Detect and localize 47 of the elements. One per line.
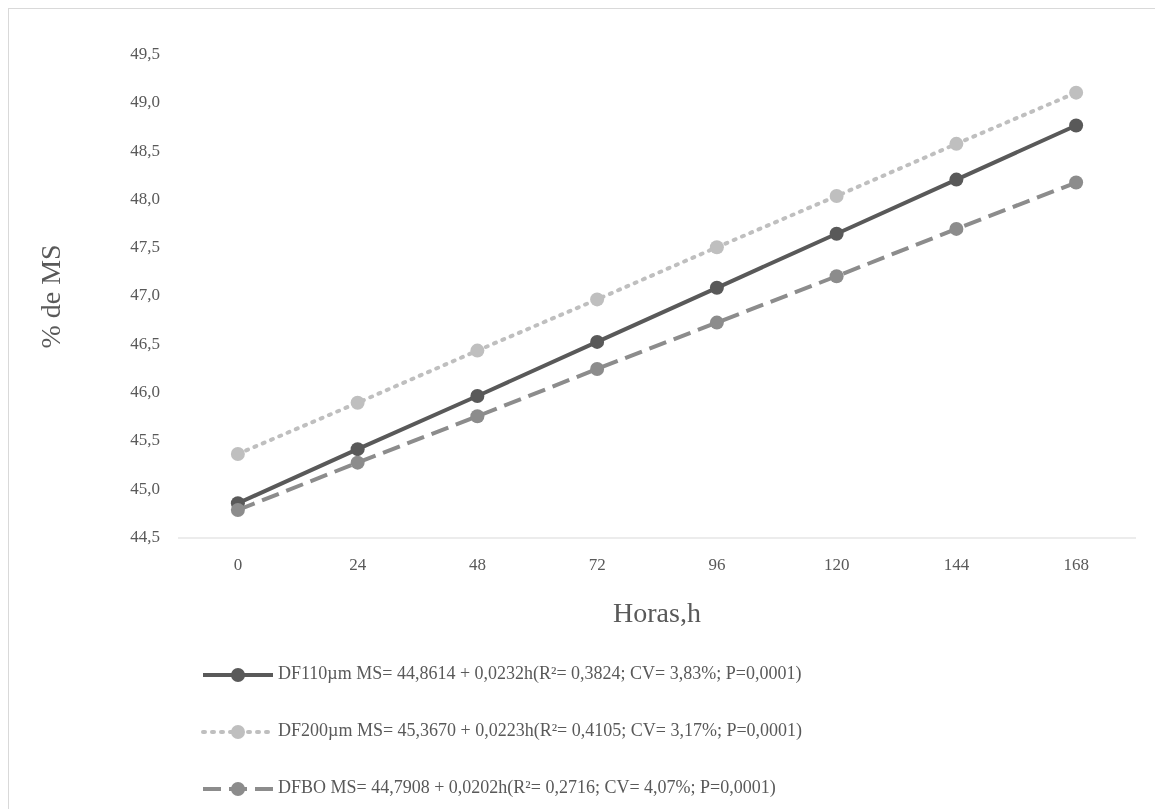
legend-label: DF200µm MS= 45,3670 + 0,0223h(R²= 0,4105; CV= 3,17%; P=0,0001) xyxy=(278,720,803,742)
point xyxy=(230,502,245,517)
point xyxy=(590,292,605,307)
point xyxy=(1069,118,1084,133)
x-tick-label: 120 xyxy=(823,555,850,574)
y-tick-label: 45,5 xyxy=(130,430,160,450)
point xyxy=(230,446,245,461)
point xyxy=(470,409,485,424)
point xyxy=(1069,85,1084,100)
point xyxy=(350,442,365,457)
point xyxy=(1069,175,1084,190)
x-tick-label: 144 xyxy=(943,555,970,574)
point xyxy=(709,315,724,330)
x-tick-label: 96 xyxy=(708,555,726,574)
point xyxy=(949,172,964,187)
y-tick-label: 45,0 xyxy=(130,478,160,498)
point xyxy=(470,389,485,403)
point xyxy=(829,189,844,204)
point xyxy=(590,361,605,376)
x-tick-label: 72 xyxy=(588,555,606,574)
point xyxy=(350,395,365,410)
point xyxy=(590,334,605,349)
y-tick-label: 49,5 xyxy=(130,43,160,63)
y-tick-label: 48,0 xyxy=(130,188,160,208)
y-tick-label: 47,5 xyxy=(130,237,160,257)
y-tick-label: 49,0 xyxy=(130,92,160,112)
point xyxy=(709,280,724,295)
x-tick-label: 48 xyxy=(468,555,486,574)
x-axis-title: Horas,h xyxy=(613,597,701,628)
y-axis-title: % de MS xyxy=(35,244,66,349)
point xyxy=(829,226,844,241)
y-tick-label: 48,5 xyxy=(130,140,160,160)
y-tick-label: 44,5 xyxy=(130,526,160,546)
x-tick-label: 168 xyxy=(1063,555,1089,574)
point xyxy=(949,221,964,236)
x-tick-label: 0 xyxy=(233,555,243,574)
y-tick-label: 47,0 xyxy=(130,285,160,305)
y-tick-label: 46,0 xyxy=(130,382,160,402)
point xyxy=(470,343,485,358)
point xyxy=(949,136,964,151)
point xyxy=(709,240,724,255)
legend-label: DFBO MS= 44,7908 + 0,0202h(R²= 0,2716; CV= 4,07%; P=0,0001) xyxy=(278,777,776,799)
point xyxy=(350,455,365,470)
y-tick-label: 46,5 xyxy=(130,333,160,353)
x-tick-label: 24 xyxy=(349,555,367,574)
point xyxy=(829,269,844,284)
legend-label: DF110µm MS= 44,8614 + 0,0232h(R²= 0,3824; CV= 3,83%; P=0,0001) xyxy=(278,663,802,685)
